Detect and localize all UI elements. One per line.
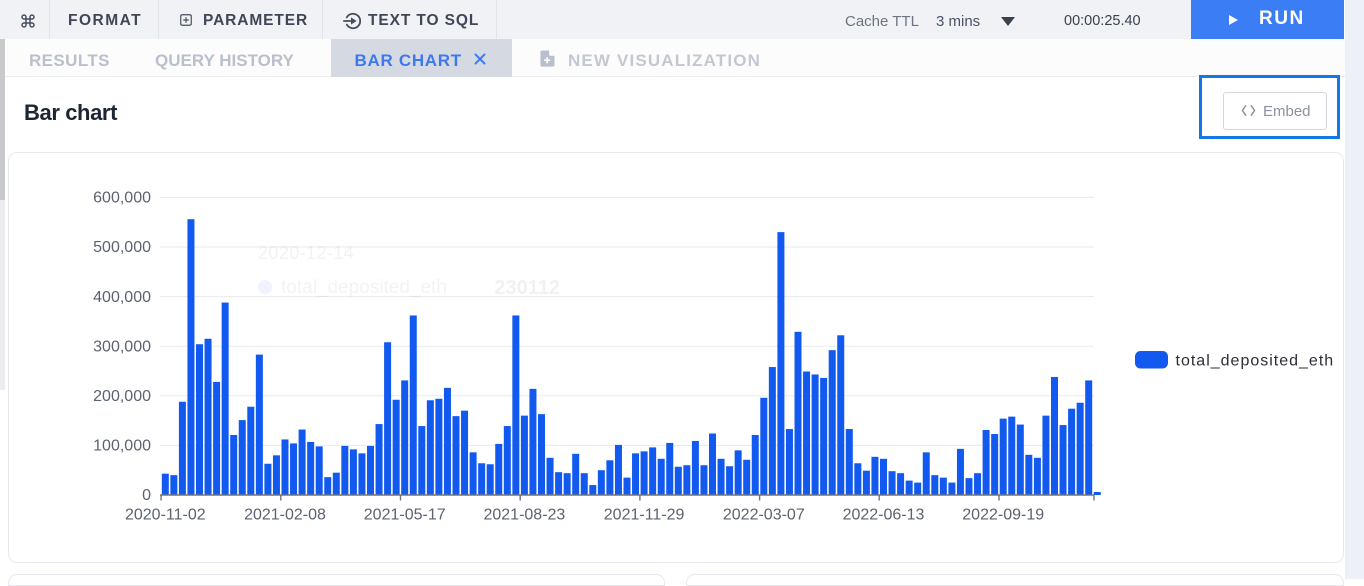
svg-text:total_deposited_eth: total_deposited_eth <box>1176 353 1335 370</box>
svg-text:500,000: 500,000 <box>93 239 151 256</box>
svg-text:200,000: 200,000 <box>93 388 151 405</box>
svg-text:100,000: 100,000 <box>93 438 151 455</box>
svg-text:2020-11-02: 2020-11-02 <box>125 507 206 524</box>
svg-text:2021-05-17: 2021-05-17 <box>364 507 446 524</box>
svg-text:400,000: 400,000 <box>93 289 151 306</box>
svg-text:2021-11-29: 2021-11-29 <box>604 507 685 524</box>
svg-text:0: 0 <box>142 487 151 504</box>
svg-text:600,000: 600,000 <box>93 190 151 207</box>
svg-text:300,000: 300,000 <box>93 338 151 355</box>
svg-text:2022-09-19: 2022-09-19 <box>962 507 1044 524</box>
svg-text:2022-06-13: 2022-06-13 <box>843 507 925 524</box>
svg-text:2021-02-08: 2021-02-08 <box>244 507 326 524</box>
svg-text:2021-08-23: 2021-08-23 <box>483 507 565 524</box>
svg-text:2022-03-07: 2022-03-07 <box>723 507 805 524</box>
